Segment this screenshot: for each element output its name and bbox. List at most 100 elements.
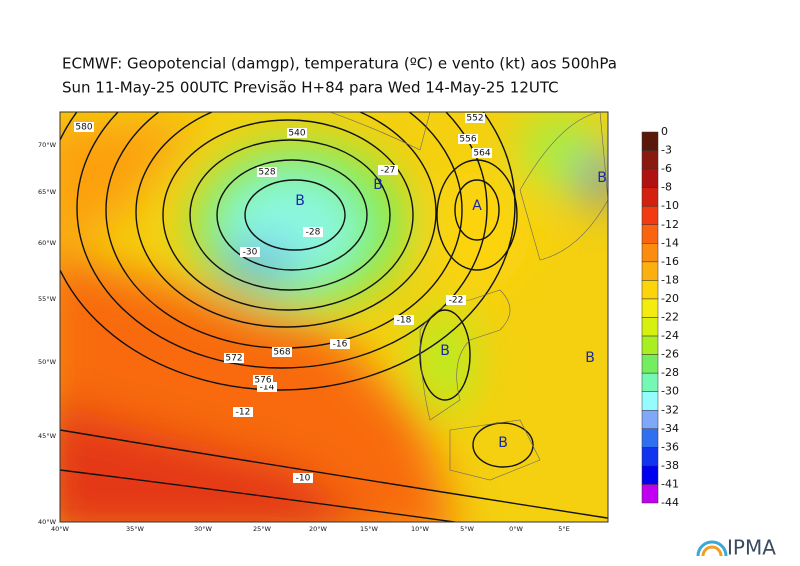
contour-label-bg bbox=[465, 113, 485, 123]
contour-label-text: -18 bbox=[397, 316, 412, 326]
contour-label: -28 bbox=[303, 227, 323, 238]
contour-label: 572 bbox=[224, 353, 244, 364]
contour-label-text: 572 bbox=[225, 354, 242, 364]
colorbar-band bbox=[641, 187, 659, 207]
colorbar-label: -14 bbox=[661, 236, 679, 249]
colorbar-band bbox=[641, 428, 659, 448]
colorbar-band bbox=[641, 391, 659, 411]
lon-label: 30°W bbox=[194, 525, 213, 533]
contour-label-text: 552 bbox=[466, 114, 483, 124]
colorbar-band bbox=[641, 261, 659, 281]
contour-label-bg bbox=[394, 315, 414, 325]
contour-label-text: -12 bbox=[236, 408, 251, 418]
lon-label: 15°W bbox=[360, 525, 379, 533]
colorbar-label: -16 bbox=[661, 255, 679, 268]
contour-label-bg bbox=[293, 473, 313, 483]
contour-label-bg bbox=[330, 339, 350, 349]
map bbox=[60, 112, 608, 522]
contour-label-text: -22 bbox=[449, 296, 464, 306]
lon-label: 25°W bbox=[253, 525, 272, 533]
pressure-center: B bbox=[295, 193, 305, 209]
contour-label: 580 bbox=[74, 122, 94, 133]
lat-label: 55°W bbox=[38, 295, 57, 303]
lat-label: 40°W bbox=[38, 518, 57, 526]
colorbar-band bbox=[641, 150, 659, 170]
lat-label: 70°W bbox=[38, 141, 57, 149]
subtitle: Sun 11-May-25 00UTC Previsão H+84 para W… bbox=[62, 79, 559, 97]
colorbar-band bbox=[641, 243, 659, 263]
colorbar-label: -30 bbox=[661, 385, 679, 398]
contour-label-bg bbox=[257, 382, 277, 392]
map-frame bbox=[59, 111, 609, 523]
contour-label: -16 bbox=[330, 339, 350, 350]
logo: IPMA bbox=[696, 536, 776, 560]
contour-label: 528 bbox=[257, 167, 277, 178]
colorbar-label: -36 bbox=[661, 440, 679, 453]
pressure-center: B bbox=[440, 343, 450, 359]
contour-label-text: 568 bbox=[273, 348, 290, 358]
lon-label: 40°W bbox=[51, 525, 70, 533]
logo-text: IPMA bbox=[727, 536, 776, 560]
contour-label-bg bbox=[472, 148, 492, 158]
colorbar-band bbox=[641, 168, 659, 188]
contour-label: 564 bbox=[472, 148, 492, 159]
contour-label: -27 bbox=[378, 165, 398, 176]
colorbar-band bbox=[641, 372, 659, 392]
colorbar-label: -28 bbox=[661, 366, 679, 379]
contour-label-bg bbox=[272, 347, 292, 357]
contour-label: 540 bbox=[287, 128, 307, 139]
contour-label-text: 556 bbox=[459, 135, 476, 145]
contour-label-text: 576 bbox=[254, 376, 271, 386]
contour-label: 556 bbox=[458, 134, 478, 145]
colorbar-label: -26 bbox=[661, 348, 679, 361]
colorbar-label: -20 bbox=[661, 292, 679, 305]
colorbar-label: -44 bbox=[661, 496, 679, 509]
pressure-center: A bbox=[472, 198, 482, 214]
contour-label: -10 bbox=[293, 473, 313, 484]
colorbar-label: 0 bbox=[661, 125, 668, 138]
colorbar-band bbox=[641, 131, 659, 151]
lat-label: 50°W bbox=[38, 358, 57, 366]
contour-label-text: -30 bbox=[243, 248, 258, 258]
pressure-center: B bbox=[498, 435, 508, 451]
colorbar-band bbox=[641, 205, 659, 225]
lon-label: 10°W bbox=[411, 525, 430, 533]
contour-label-text: -27 bbox=[381, 166, 396, 176]
contour-label: -18 bbox=[394, 315, 414, 326]
pressure-center: B bbox=[597, 170, 607, 186]
colorbar-band bbox=[641, 410, 659, 430]
contour-label-text: -14 bbox=[260, 383, 275, 393]
contour-label: 568 bbox=[272, 347, 292, 358]
colorbar-label: -32 bbox=[661, 403, 679, 416]
contour-label: -22 bbox=[446, 295, 466, 306]
colorbar-label: -22 bbox=[661, 311, 679, 324]
contour-label-text: 540 bbox=[288, 129, 305, 139]
contour-label-bg bbox=[303, 227, 323, 237]
lon-label: 5°W bbox=[460, 525, 474, 533]
contour-label-bg bbox=[74, 122, 94, 132]
title: ECMWF: Geopotencial (damgp), temperatura… bbox=[62, 55, 617, 73]
contour-label-bg bbox=[446, 295, 466, 305]
colorbar-label: -8 bbox=[661, 181, 672, 194]
contour-label-bg bbox=[257, 167, 277, 177]
colorbar-label: -34 bbox=[661, 422, 679, 435]
lon-label: 35°W bbox=[126, 525, 145, 533]
pressure-center: B bbox=[585, 350, 595, 366]
contour-label-bg bbox=[253, 375, 273, 385]
colorbar-band bbox=[641, 484, 659, 504]
lon-label: 20°W bbox=[309, 525, 328, 533]
pressure-center: B bbox=[373, 177, 383, 193]
colorbar-label: -3 bbox=[661, 144, 672, 157]
contour-label-bg bbox=[224, 353, 244, 363]
contour-label-text: 564 bbox=[473, 149, 490, 159]
contour-label-text: -28 bbox=[306, 228, 321, 238]
colorbar-label: -18 bbox=[661, 273, 679, 286]
contour-label-text: 580 bbox=[75, 123, 92, 133]
contour-label-bg bbox=[240, 247, 260, 257]
colorbar-band bbox=[641, 280, 659, 300]
colorbar-band bbox=[641, 354, 659, 374]
contour-label: 576 bbox=[253, 375, 273, 386]
lat-label: 60°W bbox=[38, 239, 57, 247]
colorbar-label: -6 bbox=[661, 162, 672, 175]
